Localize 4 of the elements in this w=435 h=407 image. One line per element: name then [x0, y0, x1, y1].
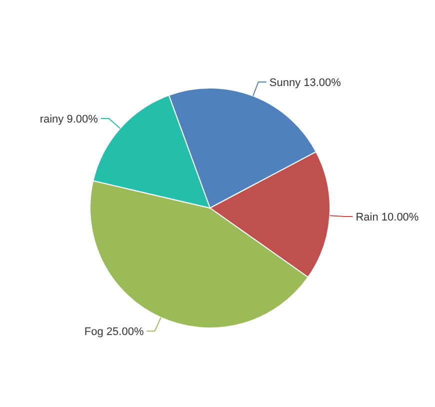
slice-label: Sunny 13.00% [269, 76, 342, 89]
slice-label: rainy 9.00% [40, 113, 98, 126]
slice-label: Rain 10.00% [356, 211, 419, 224]
slice-label: Fog 25.00% [84, 326, 144, 338]
